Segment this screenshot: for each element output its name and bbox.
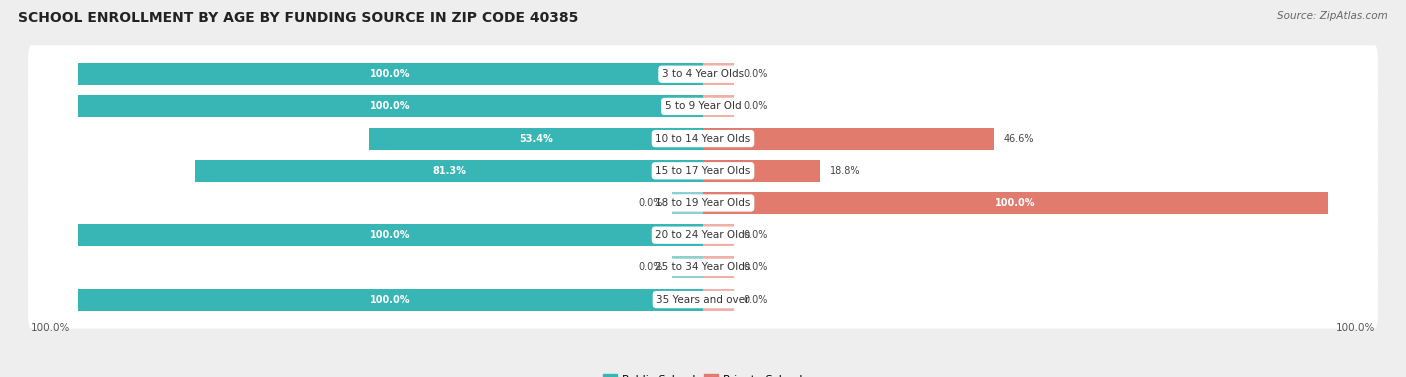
Text: 46.6%: 46.6% [1004,133,1033,144]
Text: 3 to 4 Year Olds: 3 to 4 Year Olds [662,69,744,79]
Bar [79,224,703,246]
Text: 0.0%: 0.0% [744,69,768,79]
FancyBboxPatch shape [28,45,1378,103]
Text: 25 to 34 Year Olds: 25 to 34 Year Olds [655,262,751,272]
Bar [195,160,703,182]
Text: 35 Years and over: 35 Years and over [657,294,749,305]
FancyBboxPatch shape [28,142,1378,200]
FancyBboxPatch shape [28,271,1378,328]
Bar [703,95,734,117]
Text: 0.0%: 0.0% [744,262,768,272]
Text: 18.8%: 18.8% [830,166,860,176]
Text: 0.0%: 0.0% [638,198,662,208]
Text: 100.0%: 100.0% [370,101,411,112]
Text: 100.0%: 100.0% [370,230,411,240]
Bar [672,192,703,214]
Bar [79,289,703,311]
Bar [703,128,994,150]
Bar [703,289,734,311]
Text: 0.0%: 0.0% [744,294,768,305]
FancyBboxPatch shape [28,174,1378,232]
Text: 10 to 14 Year Olds: 10 to 14 Year Olds [655,133,751,144]
Text: 100.0%: 100.0% [1336,323,1375,333]
Text: 0.0%: 0.0% [744,101,768,112]
Text: 100.0%: 100.0% [995,198,1036,208]
Bar [703,224,734,246]
FancyBboxPatch shape [28,238,1378,296]
Bar [79,63,703,85]
Text: 15 to 17 Year Olds: 15 to 17 Year Olds [655,166,751,176]
Bar [703,160,821,182]
Text: Source: ZipAtlas.com: Source: ZipAtlas.com [1277,11,1388,21]
Text: 100.0%: 100.0% [370,69,411,79]
Text: 100.0%: 100.0% [31,323,70,333]
Bar [370,128,703,150]
Text: 0.0%: 0.0% [638,262,662,272]
Text: 81.3%: 81.3% [432,166,465,176]
FancyBboxPatch shape [28,206,1378,264]
FancyBboxPatch shape [28,110,1378,167]
Text: 18 to 19 Year Olds: 18 to 19 Year Olds [655,198,751,208]
Text: SCHOOL ENROLLMENT BY AGE BY FUNDING SOURCE IN ZIP CODE 40385: SCHOOL ENROLLMENT BY AGE BY FUNDING SOUR… [18,11,579,25]
Text: 5 to 9 Year Old: 5 to 9 Year Old [665,101,741,112]
Bar [703,192,1327,214]
Text: 20 to 24 Year Olds: 20 to 24 Year Olds [655,230,751,240]
Bar [703,256,734,278]
Bar [672,256,703,278]
Legend: Public School, Private School: Public School, Private School [599,370,807,377]
FancyBboxPatch shape [28,77,1378,135]
Text: 53.4%: 53.4% [519,133,553,144]
Text: 100.0%: 100.0% [370,294,411,305]
Bar [703,63,734,85]
Bar [79,95,703,117]
Text: 0.0%: 0.0% [744,230,768,240]
